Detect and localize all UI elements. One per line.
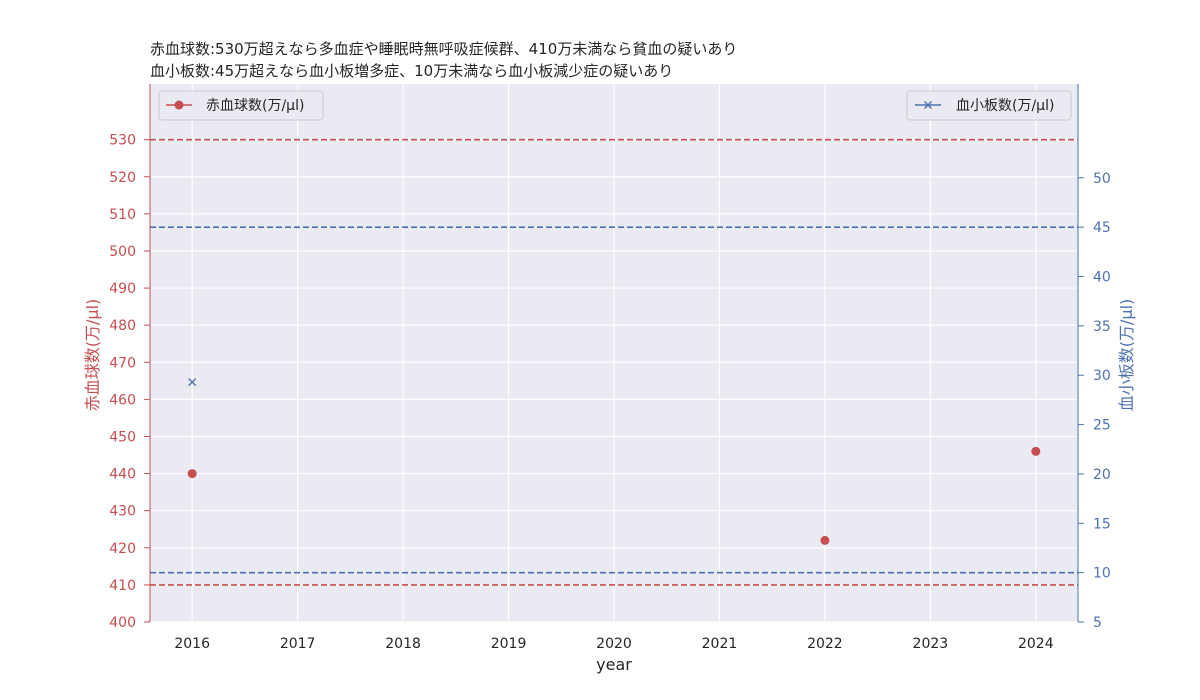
x-tick-label: 2016 xyxy=(174,636,210,652)
left-tick-label: 470 xyxy=(109,355,136,371)
legend-right: 血小板数(万/μl) xyxy=(906,90,1072,121)
x-tick-label: 2018 xyxy=(385,636,421,652)
left-tick-label: 480 xyxy=(109,318,136,334)
right-tick-label: 20 xyxy=(1093,467,1111,483)
x-tick-label: 2020 xyxy=(596,636,632,652)
legend-right-marker xyxy=(924,101,932,109)
legend-left-box xyxy=(158,90,324,121)
left-tick-label: 500 xyxy=(109,244,136,260)
data-marks xyxy=(187,378,1041,545)
left-tick-label: 410 xyxy=(109,578,136,594)
chart-title-line-1: 赤血球数:530万超えなら多血症や睡眠時無呼吸症候群、410万未満なら貧血の疑い… xyxy=(150,40,737,58)
x-axis-label: year xyxy=(596,655,632,674)
chart-title-line-2: 血小板数:45万超えなら血小板増多症、10万未満なら血小板減少症の疑いあり xyxy=(150,62,673,80)
right-tick-label: 25 xyxy=(1093,418,1111,434)
left-y-axis: 400 410 420 430 440 450 460 470 480 490 500 510 520 5… xyxy=(109,84,151,631)
legend-right-label: 血小板数(万/μl) xyxy=(956,98,1054,114)
x-tick-label: 2017 xyxy=(280,636,316,652)
reference-lines xyxy=(150,138,1078,586)
right-tick-label: 40 xyxy=(1093,269,1111,285)
right-tick-label: 10 xyxy=(1093,566,1111,582)
right-tick-label: 30 xyxy=(1093,368,1111,384)
rbc-data-point xyxy=(1031,446,1041,456)
left-y-axis-label: 赤血球数(万/μl) xyxy=(83,299,102,412)
rbc-data-point xyxy=(820,535,830,545)
right-y-axis: 5 10 15 20 25 30 35 40 45 50 xyxy=(1077,84,1111,631)
left-tick-label: 460 xyxy=(109,392,136,408)
x-tick-label: 2021 xyxy=(702,636,738,652)
x-tick-label: 2019 xyxy=(491,636,527,652)
x-tick-label: 2022 xyxy=(807,636,843,652)
legend-left-marker xyxy=(174,100,184,110)
platelet-data-point xyxy=(188,378,197,387)
right-tick-label: 50 xyxy=(1093,171,1111,187)
left-tick-label: 440 xyxy=(109,467,136,483)
legend-left: 赤血球数(万/μl) xyxy=(158,90,324,121)
left-tick-label: 490 xyxy=(109,281,136,297)
right-tick-label: 45 xyxy=(1093,220,1111,236)
right-tick-label: 15 xyxy=(1093,516,1111,532)
legend-left-label: 赤血球数(万/μl) xyxy=(206,98,304,114)
platelet-marker-stroke xyxy=(188,378,197,387)
left-tick-label: 510 xyxy=(109,207,136,223)
legend-x-stroke xyxy=(924,101,932,109)
x-tick-label: 2024 xyxy=(1018,636,1054,652)
legend-right-box xyxy=(906,90,1072,121)
left-tick-label: 430 xyxy=(109,504,136,520)
left-tick-label: 450 xyxy=(109,429,136,445)
left-tick-label: 400 xyxy=(109,615,136,631)
right-tick-label: 5 xyxy=(1093,615,1102,631)
left-tick-label: 520 xyxy=(109,170,136,186)
left-tick-label: 530 xyxy=(109,133,136,149)
x-axis: 2016 2017 2018 2019 2020 2021 2022 2023 2024 xyxy=(174,636,1053,652)
right-y-axis-label: 血小板数(万/μl) xyxy=(1117,299,1136,412)
left-tick-label: 420 xyxy=(109,541,136,557)
x-tick-label: 2023 xyxy=(913,636,949,652)
rbc-data-point xyxy=(187,469,197,479)
right-tick-label: 35 xyxy=(1093,319,1111,335)
